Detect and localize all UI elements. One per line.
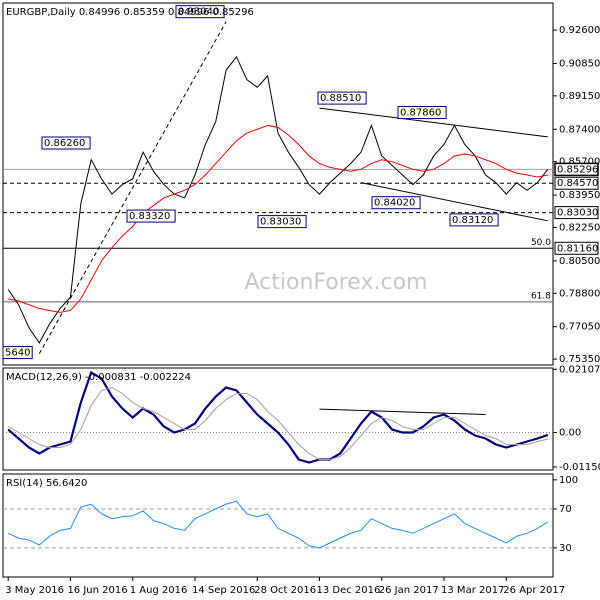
series-line [7, 500, 549, 549]
annotation-box [317, 91, 367, 105]
panel-title: EURGBP,Daily 0.84996 0.85359 0.84996 0.8… [6, 7, 254, 18]
price-marker-box [554, 162, 599, 177]
x-tick-label: 13 Mar 2017 [441, 585, 504, 596]
y-tick-label: 100 [559, 475, 578, 486]
annotation-box [449, 213, 499, 227]
price-marker-label: 0.83030 [557, 208, 598, 219]
y-tick-label: -0.011507 [559, 462, 600, 473]
trend-line [319, 408, 486, 415]
panel-frame [2, 473, 554, 578]
x-tick-label: 26 Apr 2017 [503, 585, 565, 596]
price-marker-box [554, 176, 599, 190]
x-tick-label: 28 Oct 2016 [254, 585, 316, 596]
panel-title: RSI(14) 56.6420 [6, 478, 87, 489]
watermark: ActionForex.com [245, 270, 428, 295]
annotation-label: 0.83320 [129, 211, 170, 222]
annotation-box [175, 5, 225, 19]
price-marker-box [554, 241, 599, 255]
annotation-box [397, 105, 447, 119]
panel-title: MACD(12,26,9) -0.000831 -0.002224 [6, 372, 191, 383]
y-tick-label: 0.00 [559, 428, 581, 439]
y-tick-label: 0.83950 [559, 190, 600, 201]
trend-line [319, 107, 548, 138]
y-tick-label: 0.87400 [559, 124, 600, 135]
annotation-box [2, 346, 33, 360]
annotation-box [41, 136, 91, 150]
y-tick-label: 0.82250 [559, 222, 600, 233]
x-tick-label: 14 Sep 2016 [192, 585, 255, 596]
trend-line [38, 21, 227, 354]
trend-line [360, 182, 548, 222]
annotation-label: 5640 [5, 348, 30, 359]
annotation-label: 0.87860 [400, 107, 441, 118]
series-line [8, 124, 548, 313]
annotation-label: 0.83030 [260, 217, 301, 228]
y-tick-label: 70 [559, 504, 572, 515]
y-tick-label: 0.77050 [559, 322, 600, 333]
y-tick-label: 0.85700 [559, 157, 600, 168]
y-tick-label: 0.92600 [559, 25, 600, 36]
annotation-label: 0.93040 [178, 7, 219, 18]
fib-label: 50.0 [531, 238, 551, 248]
annotation-label: 0.88510 [320, 93, 361, 104]
price-marker-label: 0.84570 [557, 178, 598, 189]
y-tick-label: 0.75350 [559, 354, 600, 365]
annotation-label: 0.83120 [452, 215, 493, 226]
annotation-label: 0.84020 [374, 198, 415, 209]
y-tick-label: 0.021074 [559, 364, 600, 375]
x-tick-label: 1 Aug 2016 [130, 585, 188, 596]
series-line [7, 370, 549, 464]
x-tick-label: 16 Jun 2016 [67, 585, 127, 596]
y-tick-label: 0.78800 [559, 288, 600, 299]
price-marker-label: 0.85296 [557, 164, 598, 175]
y-tick-label: 30 [559, 543, 572, 554]
x-tick-label: 3 May 2016 [5, 585, 64, 596]
y-tick-label: 0.80500 [559, 256, 600, 267]
y-tick-label: 0.90850 [559, 58, 600, 69]
panel-frame [2, 2, 554, 366]
series-line [7, 386, 548, 460]
price-marker-box [554, 206, 599, 220]
panel-frame [2, 367, 554, 471]
y-tick-label: 0.89150 [559, 91, 600, 102]
series-line [7, 55, 549, 344]
annotation-label: 0.86260 [44, 138, 85, 149]
x-tick-label: 26 Jan 2017 [379, 585, 439, 596]
fib-label: 61.8 [531, 291, 551, 301]
annotation-box [126, 209, 176, 223]
annotation-box [371, 196, 421, 210]
annotation-box [257, 215, 307, 229]
price-marker-label: 0.81160 [557, 243, 598, 254]
x-tick-label: 13 Dec 2016 [317, 585, 381, 596]
